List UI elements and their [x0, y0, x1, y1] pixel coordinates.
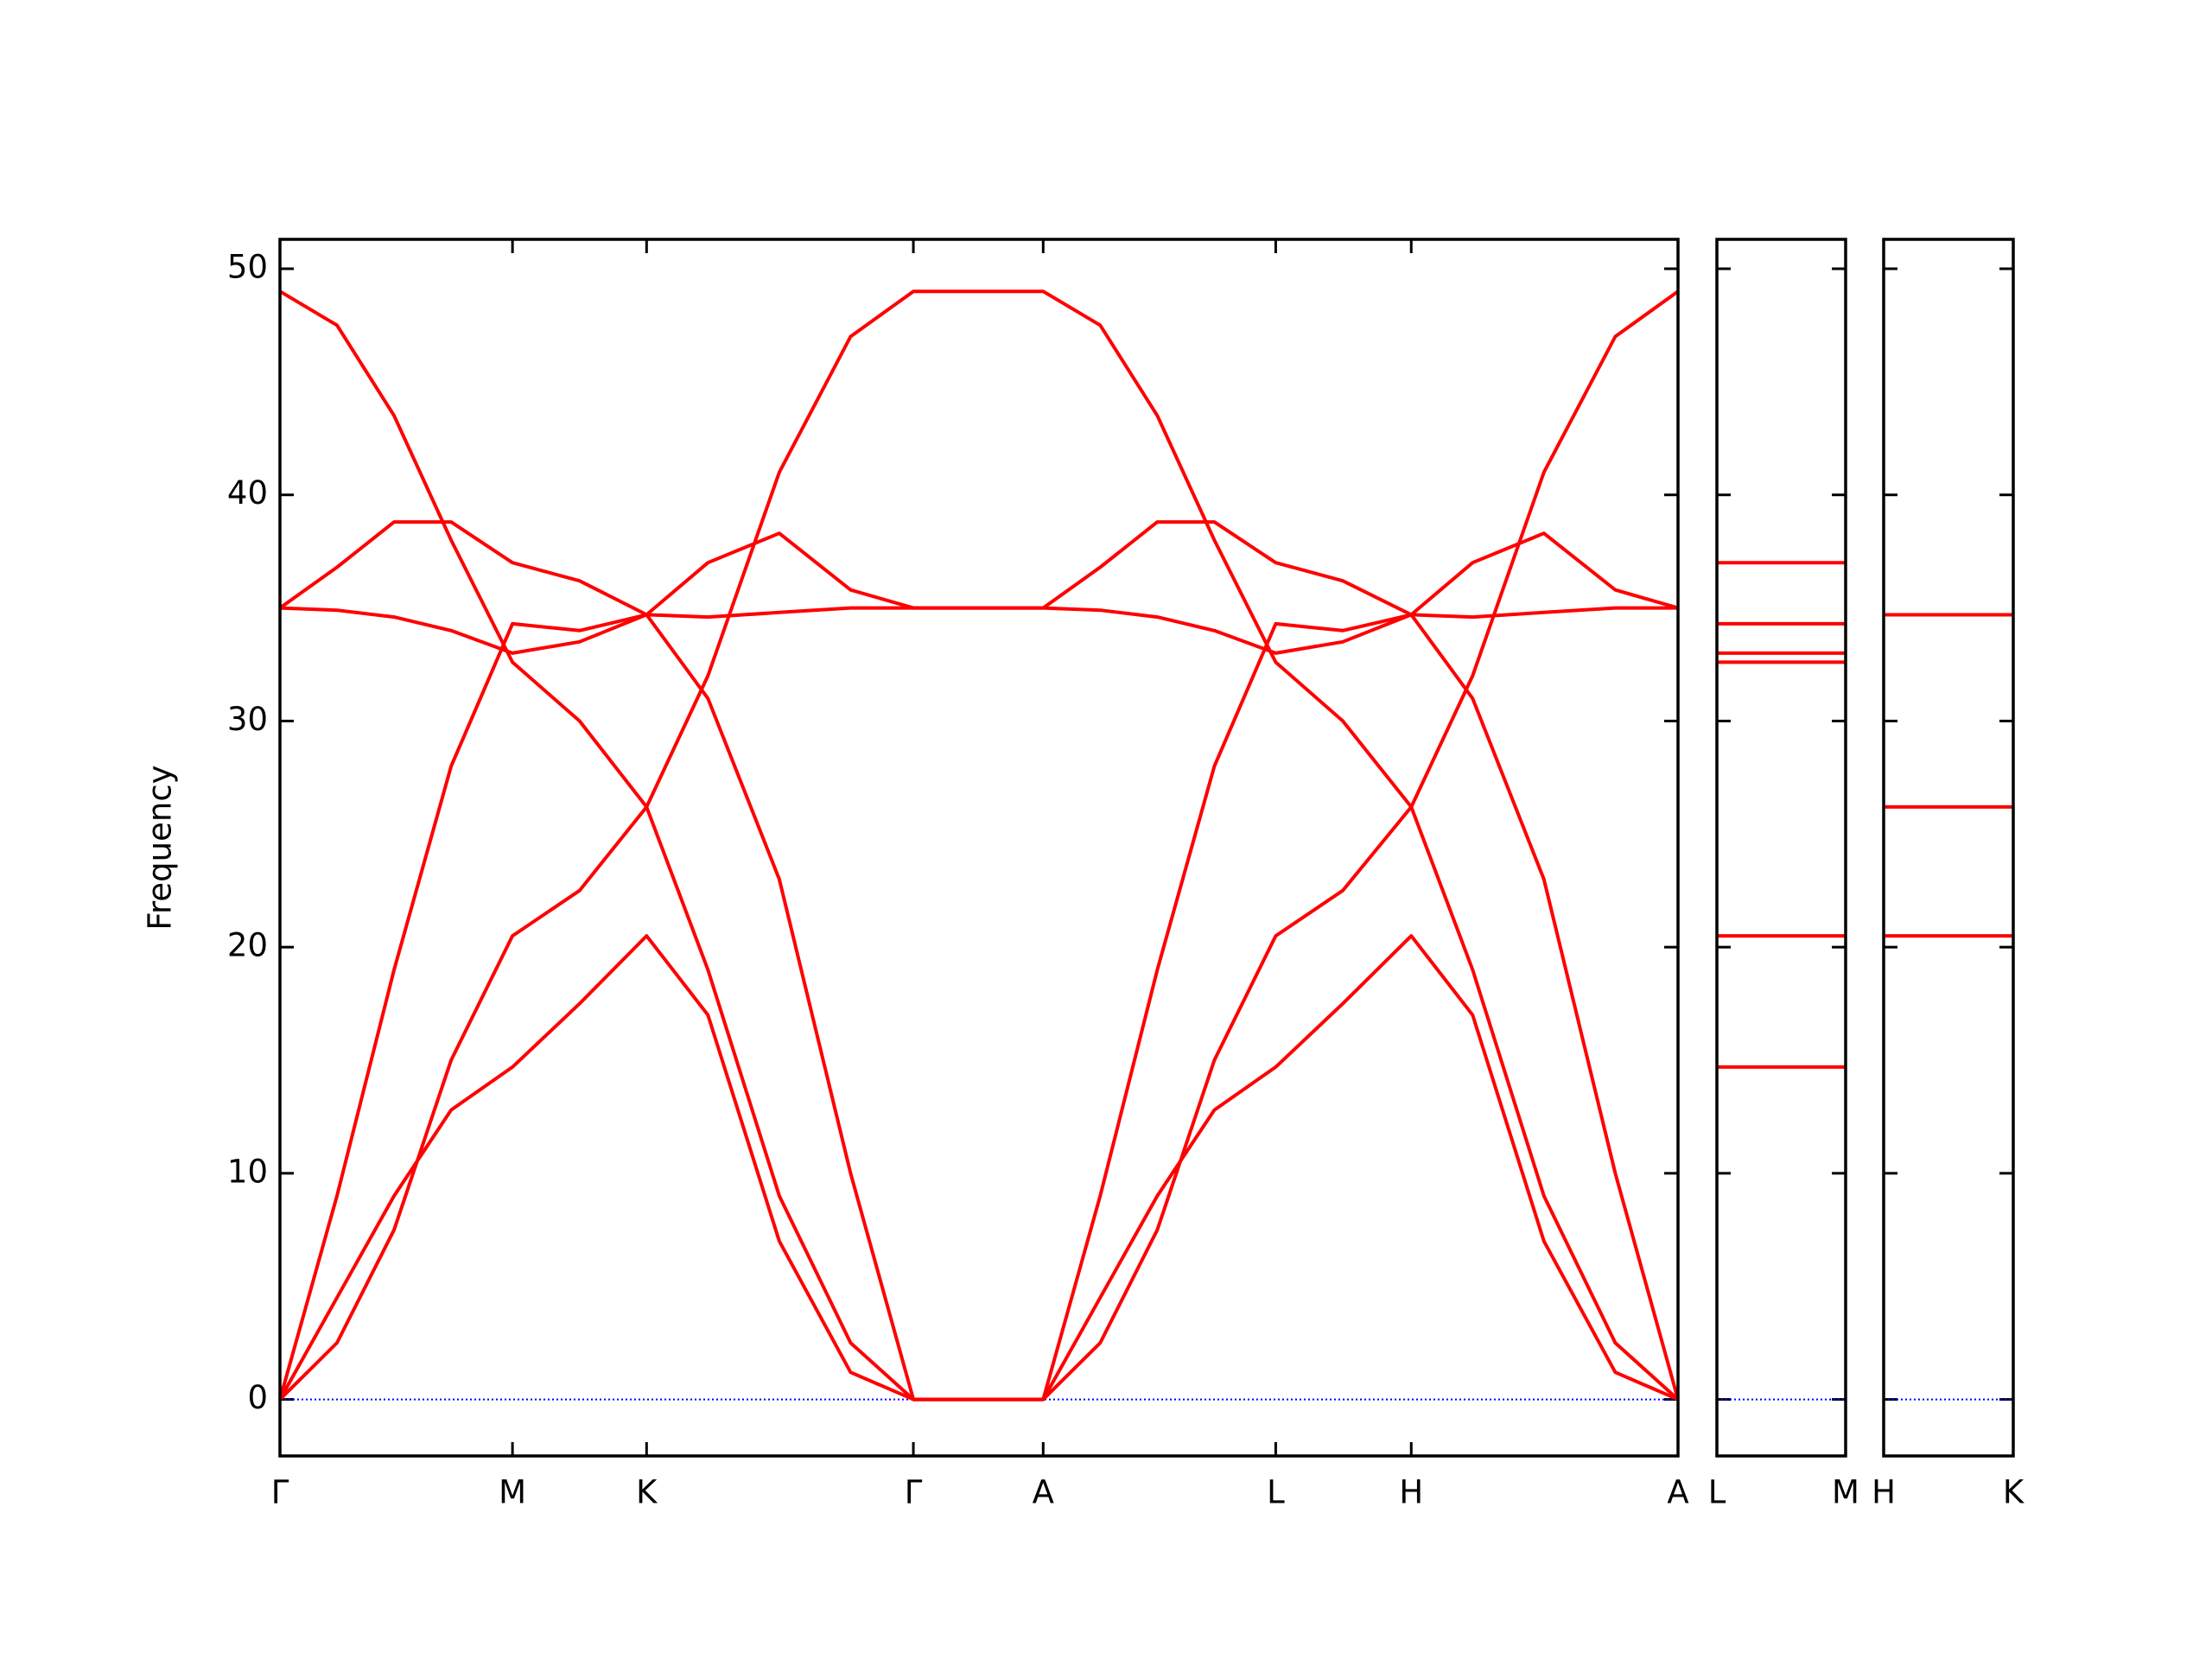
y-tick-label: 0 [247, 1379, 268, 1416]
x-tick-label: Γ [905, 1474, 923, 1511]
x-tick-label: A [1033, 1474, 1054, 1511]
plot-frame [278, 238, 1680, 1458]
x-tick-label: K [636, 1474, 658, 1511]
band-line [278, 289, 1680, 1402]
plot-frame [1715, 238, 1847, 1458]
y-axis-label: Frequency [142, 765, 179, 930]
x-tick-label: L [1267, 1474, 1285, 1511]
y-tick-label: 10 [227, 1153, 268, 1190]
x-tick-label: H [1399, 1474, 1423, 1511]
y-tick-label: 40 [227, 474, 268, 512]
y-tick-label: 50 [227, 249, 268, 286]
x-tick-label: M [1832, 1474, 1859, 1511]
x-tick-label: H [1872, 1474, 1896, 1511]
plot-frame [1882, 238, 2015, 1458]
band-line [278, 934, 1679, 1402]
x-tick-label: A [1667, 1474, 1688, 1511]
y-tick-label: 30 [227, 701, 268, 738]
y-tick-label: 20 [227, 927, 268, 964]
x-tick-label: M [499, 1474, 526, 1511]
x-tick-label: Γ [271, 1474, 289, 1511]
x-tick-label: K [2003, 1474, 2025, 1511]
x-tick-label: L [1708, 1474, 1726, 1511]
band-line [278, 531, 1678, 1401]
